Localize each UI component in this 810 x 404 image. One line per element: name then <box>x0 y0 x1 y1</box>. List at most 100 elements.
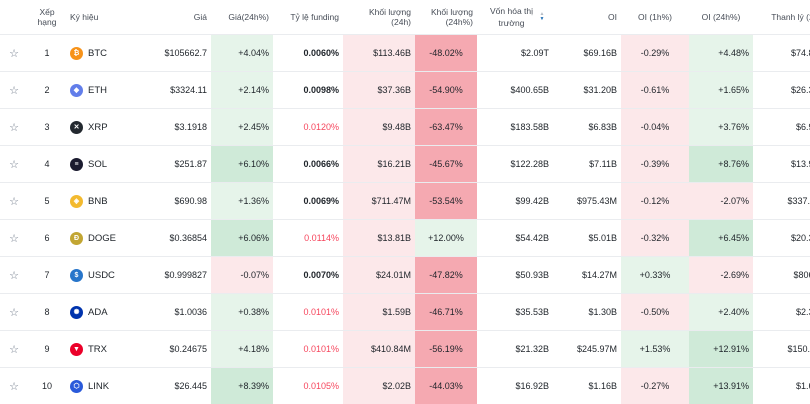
header-symbol[interactable]: Ký hiệu <box>66 0 136 35</box>
header-change[interactable]: Giá(24h%) <box>211 0 273 35</box>
funding-cell: 0.0101% <box>273 331 343 368</box>
coin-cell[interactable]: ✕ XRP <box>70 121 132 134</box>
header-oi-24h[interactable]: OI (24h%) <box>689 0 753 35</box>
market-cap-cell: $54.42B <box>477 220 553 257</box>
favorite-star-icon[interactable]: ☆ <box>9 307 19 319</box>
change-cell: +6.10% <box>211 146 273 183</box>
oi-1h-cell: +0.33% <box>621 257 689 294</box>
header-funding[interactable]: Tỷ lệ funding <box>273 0 343 35</box>
favorite-star-icon[interactable]: ☆ <box>9 196 19 208</box>
oi-1h-cell: -0.32% <box>621 220 689 257</box>
header-oi-1h[interactable]: OI (1h%) <box>621 0 689 35</box>
rank-cell: 4 <box>28 146 66 183</box>
change-cell: +0.38% <box>211 294 273 331</box>
oi-1h-cell: -0.39% <box>621 146 689 183</box>
change-cell: -0.07% <box>211 257 273 294</box>
header-rank[interactable]: Xếp hạng <box>28 0 66 35</box>
oi-cell: $6.83B <box>553 109 621 146</box>
favorite-star-icon[interactable]: ☆ <box>9 122 19 134</box>
price-cell: $3324.11 <box>136 72 211 109</box>
liquidation-cell: $2.35M <box>753 294 810 331</box>
volume-cell: $37.36B <box>343 72 415 109</box>
funding-cell: 0.0105% <box>273 368 343 404</box>
coin-cell[interactable]: $USDC <box>70 269 132 282</box>
volume-change-cell: -48.02% <box>415 35 477 72</box>
oi-1h-cell: -0.29% <box>621 35 689 72</box>
funding-cell: 0.0114% <box>273 220 343 257</box>
table-row[interactable]: ☆3✕XRP$3.1918+2.45%0.0120%$9.48B-63.47%$… <box>0 109 810 146</box>
change-cell: +1.36% <box>211 183 273 220</box>
header-market-cap[interactable]: Vốn hóa thị trường▲▼ <box>477 0 553 35</box>
volume-cell: $9.48B <box>343 109 415 146</box>
header-market-cap-label: Vốn hóa thị trường <box>486 5 538 29</box>
coin-cell[interactable]: ✺ADA <box>70 306 132 319</box>
coin-cell[interactable]: ◆ETH <box>70 84 132 97</box>
volume-cell: $24.01M <box>343 257 415 294</box>
table-row[interactable]: ☆1₿BTC$105662.7+4.04%0.0060%$113.46B-48.… <box>0 35 810 72</box>
oi-24h-cell: +6.45% <box>689 220 753 257</box>
oi-cell: $14.27M <box>553 257 621 294</box>
table-row[interactable]: ☆2◆ETH$3324.11+2.14%0.0098%$37.36B-54.90… <box>0 72 810 109</box>
volume-change-cell: -47.82% <box>415 257 477 294</box>
liquidation-cell: $6.92M <box>753 109 810 146</box>
coin-cell[interactable]: ▼ TRX <box>70 343 132 356</box>
funding-cell: 0.0066% <box>273 146 343 183</box>
price-cell: $105662.7 <box>136 35 211 72</box>
funding-cell: 0.0098% <box>273 72 343 109</box>
header-volume-change[interactable]: Khối lượng (24h%) <box>415 0 477 35</box>
favorite-star-icon[interactable]: ☆ <box>9 85 19 97</box>
coin-logo-icon: ✺ <box>70 306 83 319</box>
coin-symbol: XRP <box>88 122 108 133</box>
market-cap-cell: $21.32B <box>477 331 553 368</box>
coin-symbol: TRX <box>88 344 107 355</box>
table-body: ☆1₿BTC$105662.7+4.04%0.0060%$113.46B-48.… <box>0 35 810 404</box>
favorite-star-icon[interactable]: ☆ <box>9 270 19 282</box>
favorite-star-icon[interactable]: ☆ <box>9 344 19 356</box>
price-cell: $251.87 <box>136 146 211 183</box>
rank-cell: 10 <box>28 368 66 404</box>
sort-desc-icon[interactable]: ▲▼ <box>540 12 545 22</box>
change-cell: +2.14% <box>211 72 273 109</box>
market-cap-cell: $183.58B <box>477 109 553 146</box>
market-cap-cell: $122.28B <box>477 146 553 183</box>
volume-cell: $410.84M <box>343 331 415 368</box>
coin-cell[interactable]: ⬡LINK <box>70 380 132 393</box>
oi-1h-cell: -0.61% <box>621 72 689 109</box>
header-volume[interactable]: Khối lượng (24h) <box>343 0 415 35</box>
table-row[interactable]: ☆9▼TRX$0.24675+4.18%0.0101%$410.84M-56.1… <box>0 331 810 368</box>
volume-change-cell: -54.90% <box>415 72 477 109</box>
coin-logo-icon: ▼ <box>70 343 83 356</box>
table-row[interactable]: ☆8✺ADA$1.0036+0.38%0.0101%$1.59B-46.71%$… <box>0 294 810 331</box>
oi-1h-cell: -0.50% <box>621 294 689 331</box>
change-cell: +2.45% <box>211 109 273 146</box>
favorite-star-icon[interactable]: ☆ <box>9 48 19 60</box>
coin-cell[interactable]: ₿BTC <box>70 47 132 60</box>
market-cap-cell: $16.92B <box>477 368 553 404</box>
favorite-star-icon[interactable]: ☆ <box>9 159 19 171</box>
favorite-star-icon[interactable]: ☆ <box>9 381 19 393</box>
liquidation-cell: $337.63K <box>753 183 810 220</box>
liquidation-cell: $74.81M <box>753 35 810 72</box>
table-row[interactable]: ☆10⬡LINK$26.445+8.39%0.0105%$2.02B-44.03… <box>0 368 810 404</box>
header-price[interactable]: Giá <box>136 0 211 35</box>
rank-cell: 8 <box>28 294 66 331</box>
coin-logo-icon: ✕ <box>70 121 83 134</box>
funding-cell: 0.0070% <box>273 257 343 294</box>
volume-change-cell: -44.03% <box>415 368 477 404</box>
table-row[interactable]: ☆4≡SOL$251.87+6.10%0.0066%$16.21B-45.67%… <box>0 146 810 183</box>
favorite-star-icon[interactable]: ☆ <box>9 233 19 245</box>
coin-cell[interactable]: ≡SOL <box>70 158 132 171</box>
table-row[interactable]: ☆5◈BNB$690.98+1.36%0.0069%$711.47M-53.54… <box>0 183 810 220</box>
coin-cell[interactable]: ◈BNB <box>70 195 132 208</box>
table-row[interactable]: ☆7$USDC$0.999827-0.07%0.0070%$24.01M-47.… <box>0 257 810 294</box>
header-liquidation[interactable]: Thanh lý (24h) <box>753 0 810 35</box>
market-cap-cell: $2.09T <box>477 35 553 72</box>
oi-24h-cell: -2.69% <box>689 257 753 294</box>
header-oi[interactable]: OI <box>553 0 621 35</box>
oi-24h-cell: +3.76% <box>689 109 753 146</box>
coin-symbol: BTC <box>88 48 107 59</box>
volume-cell: $16.21B <box>343 146 415 183</box>
